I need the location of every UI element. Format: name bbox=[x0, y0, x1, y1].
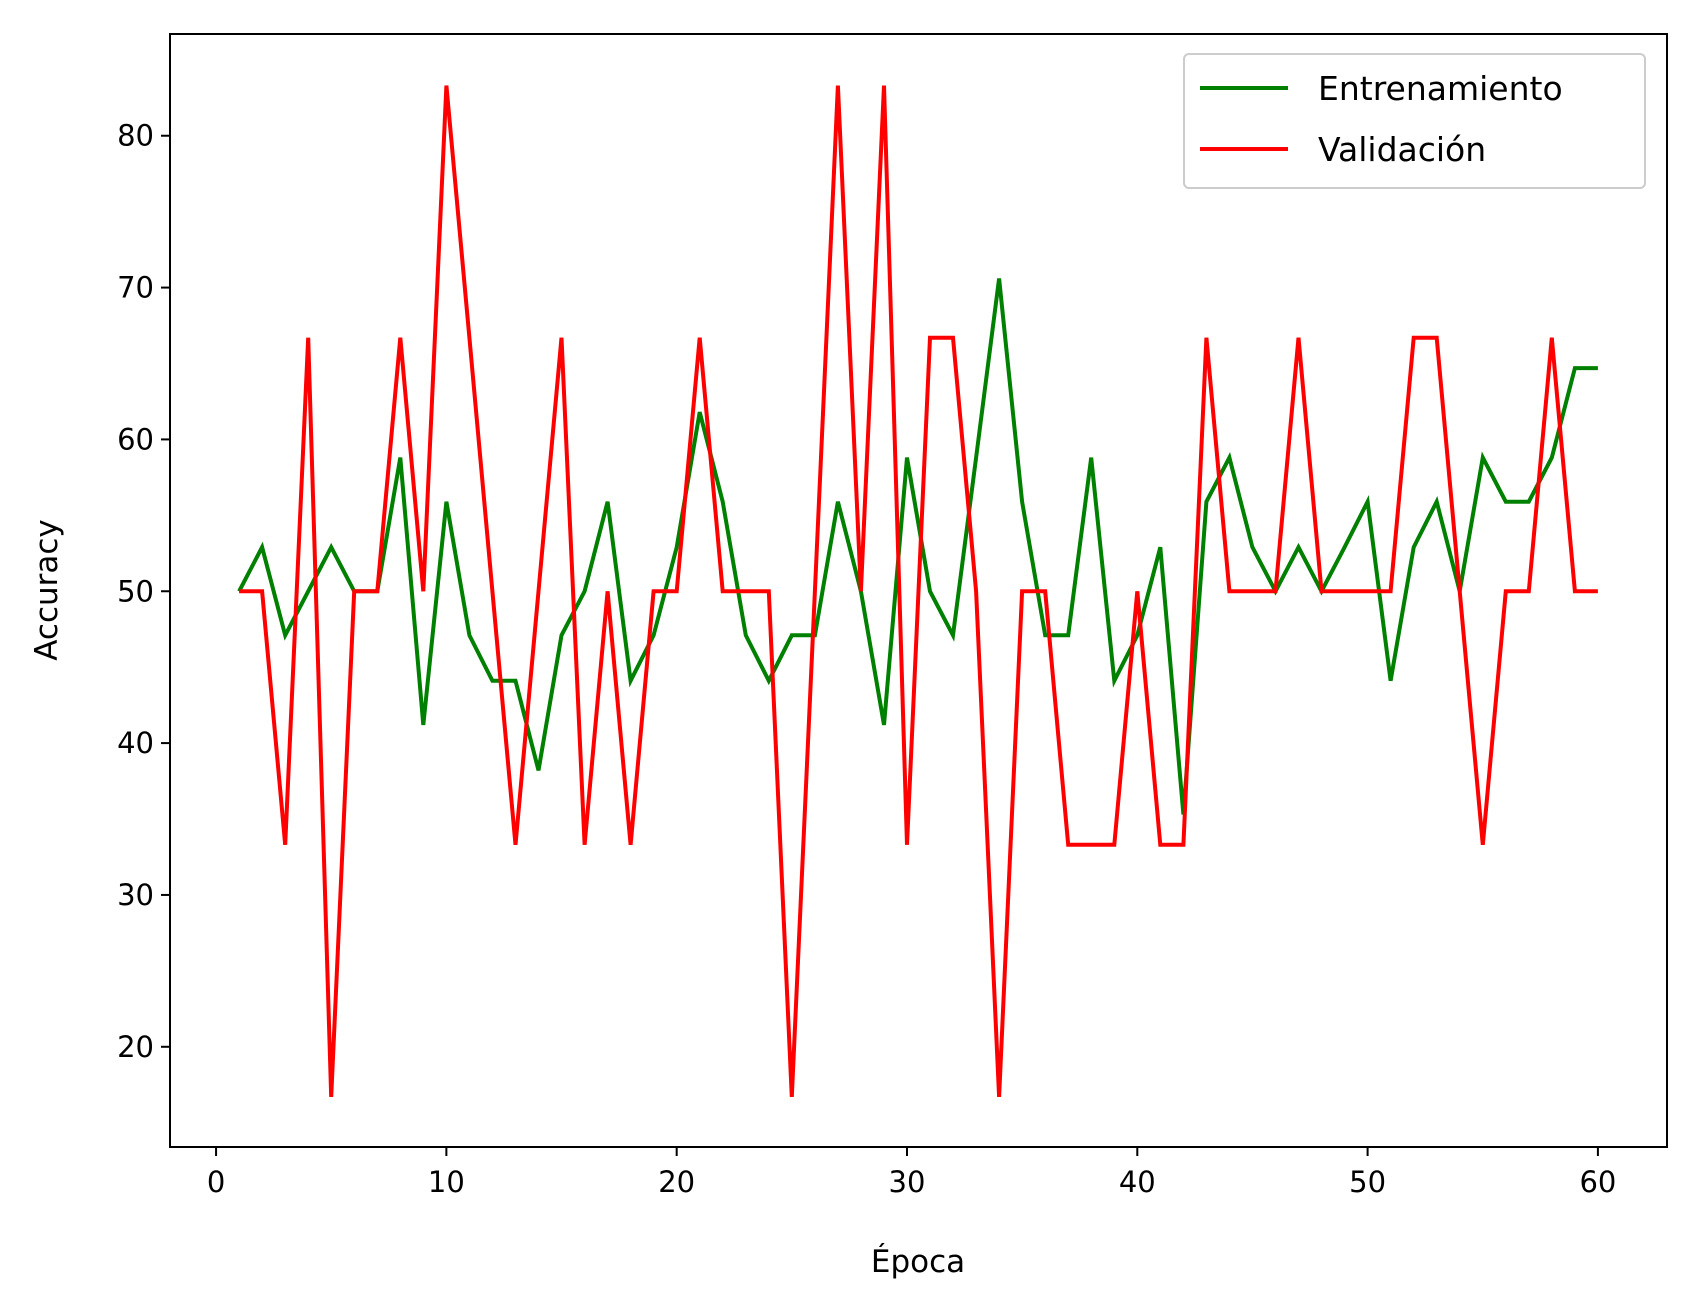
legend-box bbox=[1183, 53, 1646, 189]
x-tick-label: 10 bbox=[428, 1165, 465, 1199]
y-tick-label: 30 bbox=[117, 878, 154, 912]
y-tick-label: 50 bbox=[117, 574, 154, 608]
x-tick-label: 50 bbox=[1349, 1165, 1386, 1199]
y-tick-label: 80 bbox=[117, 119, 154, 153]
legend-label-entrenamiento: Entrenamiento bbox=[1318, 69, 1563, 108]
legend-label-validacion: Validación bbox=[1318, 130, 1486, 169]
x-tick-label: 60 bbox=[1579, 1165, 1616, 1199]
series-line-entrenamiento bbox=[237, 278, 1598, 815]
x-axis-label: Época bbox=[871, 1244, 965, 1280]
y-tick-label: 70 bbox=[117, 271, 154, 305]
legend: Entrenamiento Validación bbox=[1183, 53, 1646, 189]
x-tick-label: 20 bbox=[658, 1165, 695, 1199]
y-tick-label: 60 bbox=[117, 422, 154, 456]
series-layer bbox=[237, 85, 1598, 1097]
x-axis: 0 10 20 30 40 50 60 bbox=[207, 1147, 1616, 1199]
y-tick-label: 20 bbox=[117, 1030, 154, 1064]
x-tick-label: 30 bbox=[889, 1165, 926, 1199]
y-tick-label: 40 bbox=[117, 726, 154, 760]
x-tick-label: 0 bbox=[207, 1165, 225, 1199]
y-axis: 20 30 40 50 60 70 80 bbox=[117, 119, 170, 1064]
y-axis-label: Accuracy bbox=[29, 519, 65, 661]
x-tick-label: 40 bbox=[1119, 1165, 1156, 1199]
series-line-validacion bbox=[239, 85, 1598, 1097]
